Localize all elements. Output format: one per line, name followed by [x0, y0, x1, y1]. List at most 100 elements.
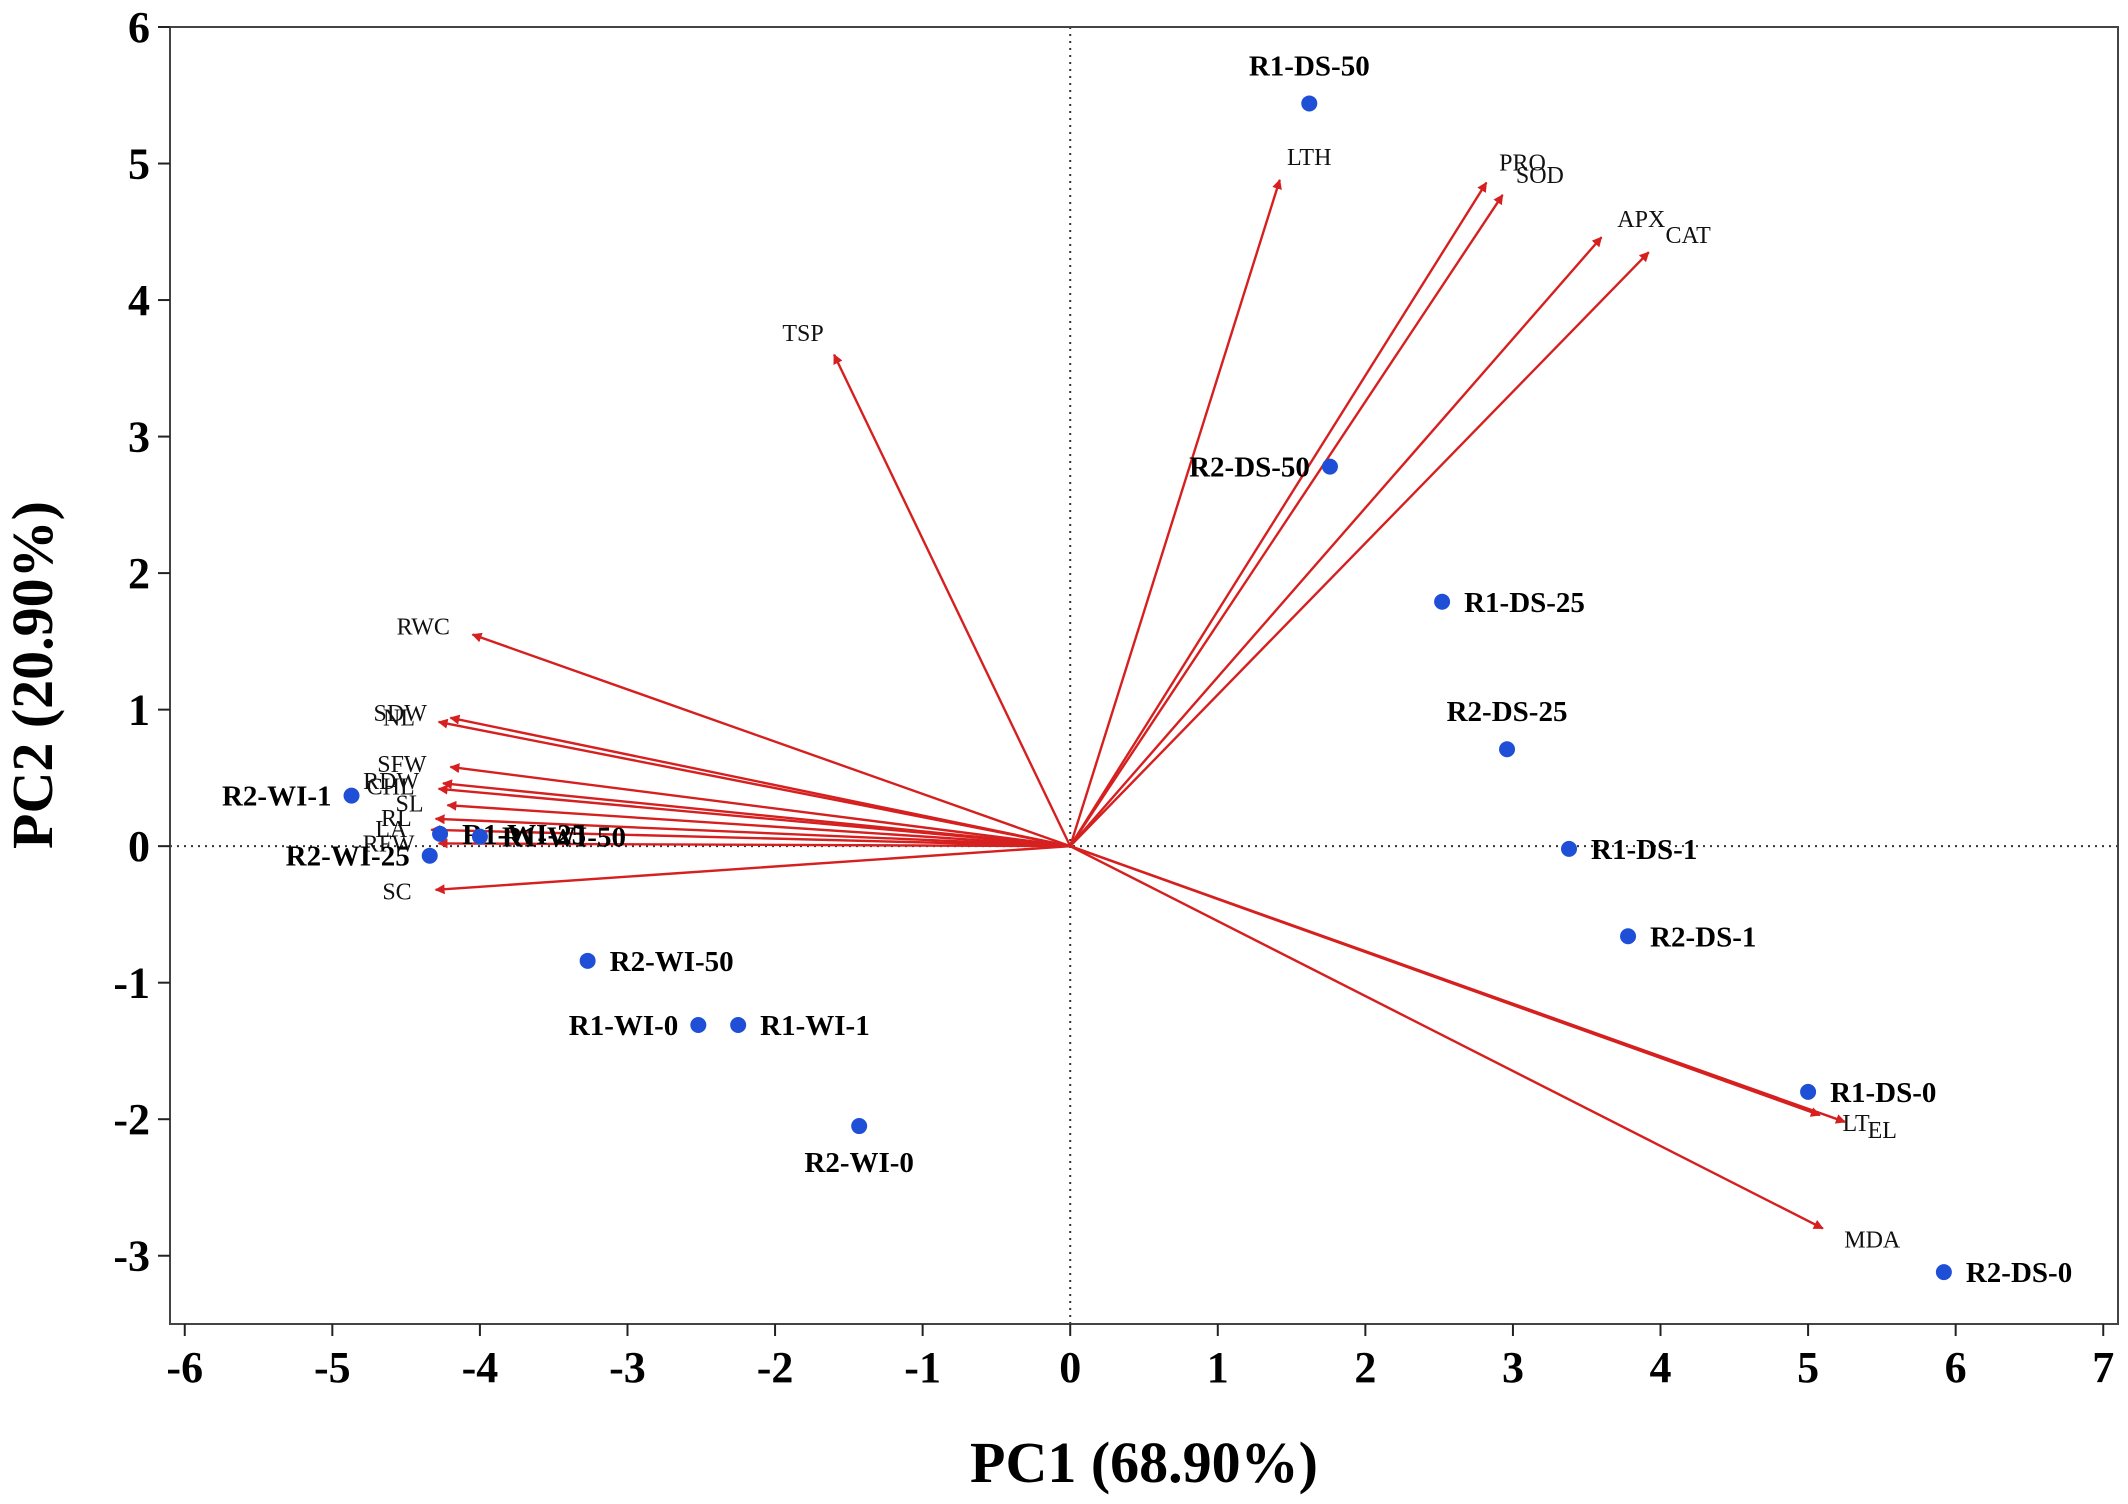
loading-arrow	[437, 784, 1071, 848]
score-point	[1434, 593, 1451, 610]
score-point	[421, 847, 438, 864]
loading-label: RFW	[363, 831, 415, 857]
loading-vectors: LTH PROSODAPXCATTSPRWCSDWNLSFWRDWCHLSLRLL…	[363, 145, 1901, 1253]
score-point	[343, 787, 360, 804]
loading-arrow	[430, 825, 1071, 848]
loading-arrow	[833, 353, 1072, 847]
loading-label: APX	[1617, 207, 1665, 233]
score-point	[432, 825, 449, 842]
score-point-label: R2-WI-1	[222, 781, 332, 813]
x-tick-label: 5	[1797, 1343, 1819, 1392]
loading-label: SOD	[1516, 163, 1564, 189]
x-axis-ticks: -6 -5 -4 -3 -2 -1 0 1 2 3 4 5 6 7	[166, 1324, 2114, 1392]
x-tick-label: 4	[1650, 1343, 1672, 1392]
x-tick-label: -6	[166, 1343, 203, 1392]
plot-frame	[169, 26, 2119, 1325]
score-point-label: R1-DS-0	[1830, 1077, 1936, 1109]
loading-label: RL	[381, 806, 412, 832]
loading-label: SL	[395, 792, 423, 818]
loading-label: CHL	[367, 775, 415, 801]
x-tick-label: 0	[1059, 1343, 1081, 1392]
score-point	[690, 1017, 707, 1034]
x-tick-label: 7	[2092, 1343, 2114, 1392]
score-point-label: R1-DS-25	[1464, 587, 1585, 619]
loading-label: RDW	[363, 769, 419, 795]
loading-arrow	[446, 800, 1071, 848]
score-point	[579, 952, 596, 969]
score-point	[1800, 1083, 1817, 1100]
x-axis-title: PC1 (68.90%)	[970, 1430, 1318, 1495]
score-point	[851, 1118, 868, 1135]
loading-label: CAT	[1665, 223, 1711, 249]
loading-label: SFW	[377, 752, 427, 778]
x-tick-label: 3	[1502, 1343, 1524, 1392]
score-point	[471, 828, 488, 845]
y-tick-label: -2	[113, 1095, 150, 1144]
loading-arrow	[1069, 236, 1603, 847]
loading-label: NL	[383, 705, 415, 731]
y-tick-label: -3	[113, 1232, 150, 1281]
score-point-label: R2-WI-50	[610, 946, 734, 978]
x-tick-label: 2	[1354, 1343, 1376, 1392]
x-tick-label: -2	[757, 1343, 794, 1392]
loading-arrow	[434, 844, 1071, 895]
y-tick-label: 5	[128, 140, 150, 189]
score-point-label: R1-WI-50	[502, 822, 626, 854]
y-tick-label: 2	[128, 549, 150, 598]
score-point-label: R2-WI-0	[804, 1147, 914, 1179]
loading-arrow	[1069, 194, 1504, 847]
loading-arrow	[437, 838, 1071, 849]
loading-arrow	[1069, 251, 1650, 847]
score-point-label: R2-DS-25	[1447, 696, 1568, 728]
score-point-label: R1-WI-0	[569, 1010, 679, 1042]
score-point	[1561, 840, 1578, 857]
y-tick-label: 3	[128, 413, 150, 462]
loading-label: EL	[1868, 1118, 1897, 1144]
score-point	[1620, 928, 1637, 945]
y-tick-label: 6	[128, 3, 150, 52]
loading-label: LA	[375, 817, 408, 843]
loading-arrow	[1069, 178, 1282, 847]
score-point-label: R2-DS-1	[1650, 921, 1756, 953]
x-tick-label: 1	[1207, 1343, 1229, 1392]
score-points: R1-DS-50 R2-DS-50 R1-DS-25 R2-DS-25 R1-DS-1 R…	[222, 50, 2072, 1289]
loading-arrow	[1069, 845, 1824, 1230]
loading-arrow	[449, 763, 1071, 848]
loading-arrow	[471, 632, 1071, 848]
zero-lines	[170, 27, 2118, 1324]
score-point-label: R2-DS-0	[1966, 1257, 2072, 1289]
loading-label: LT	[1842, 1111, 1869, 1137]
x-tick-label: -3	[609, 1343, 646, 1392]
loading-arrow	[1069, 845, 1846, 1124]
loading-label: TSP	[782, 321, 823, 347]
y-tick-label: -1	[113, 959, 150, 1008]
y-axis-title: PC2 (20.90%)	[0, 501, 65, 849]
loading-arrow	[1069, 181, 1488, 847]
loading-label: MDA	[1844, 1227, 1901, 1253]
loading-label: SDW	[374, 701, 428, 727]
x-tick-label: -5	[314, 1343, 351, 1392]
y-tick-label: 0	[128, 822, 150, 871]
loading-arrow	[437, 718, 1071, 848]
score-point	[1301, 95, 1318, 112]
score-point	[1321, 458, 1338, 475]
loading-label: RWC	[397, 615, 450, 641]
score-point-label: R1-WI-1	[760, 1010, 870, 1042]
y-axis-ticks: -3 -2 -1 0 1 2 3 4 5 6	[113, 3, 170, 1281]
x-tick-label: -4	[462, 1343, 499, 1392]
score-point-label: R2-DS-50	[1189, 452, 1310, 484]
x-tick-label: -1	[904, 1343, 941, 1392]
score-point	[1935, 1264, 1952, 1281]
x-tick-label: 6	[1945, 1343, 1967, 1392]
score-point-label: R1-DS-50	[1249, 50, 1370, 82]
y-tick-label: 1	[128, 686, 150, 735]
loading-label: SC	[382, 879, 411, 905]
score-point-label: R1-DS-1	[1591, 834, 1697, 866]
loading-label: LTH	[1287, 145, 1331, 171]
loading-label: PRO	[1499, 150, 1546, 176]
y-tick-label: 4	[128, 276, 150, 325]
score-point-label: R2-WI-25	[286, 841, 410, 873]
score-point	[730, 1017, 747, 1034]
loading-arrow	[434, 814, 1071, 848]
